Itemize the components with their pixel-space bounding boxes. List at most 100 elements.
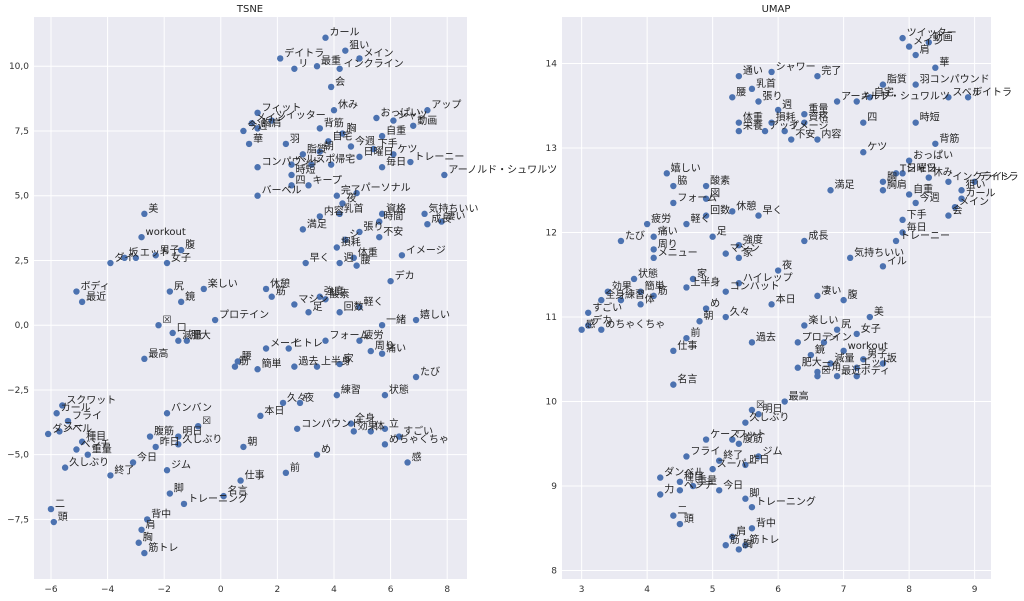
umap-point [748,85,756,93]
umap-point [735,280,743,287]
umap-y-tick-labels: 8 9 10 11 12 13 14 [546,59,558,576]
tsne-point [296,399,304,407]
tsne-point [211,316,219,324]
umap-point [689,482,697,490]
tsne-point-label: トレーニー [414,152,464,163]
umap-point [735,241,743,249]
umap-point-label: 久々 [730,306,750,318]
umap-point-label: 最近 [841,364,861,377]
umap-point [729,94,736,101]
umap-point-label: 今週 [920,191,940,204]
tsne-point-label: 終了 [114,463,134,476]
umap-point [709,465,716,473]
tsne-point-label: 日曜日 [363,146,393,158]
umap-point [676,520,684,528]
tsne-point-label: 体 [375,420,385,432]
tsne-point [240,127,247,135]
umap-point [945,212,952,219]
tsne-x-tick-label: 4 [331,585,337,595]
tsne-point [313,363,321,370]
umap-point-label: 酸素 [710,174,730,187]
tsne-point [342,47,349,54]
umap-point [729,436,736,443]
tsne-point-label: 筋 [239,355,249,368]
tsne-point [248,119,256,127]
tsne-point-label: 不安 [383,225,403,238]
umap-point-label: 疲労 [651,212,671,225]
tsne-point-label: 肩 [146,518,156,531]
umap-point [722,313,729,321]
tsne-point-label: 朝 [324,141,334,153]
umap-point-label: 完了 [821,64,841,77]
umap-point [768,119,775,126]
umap-point-label: アップ [769,120,799,132]
umap-point [820,339,828,346]
umap-point [676,487,684,494]
umap-point [788,136,795,143]
umap-point-label: 脚 [749,487,759,500]
umap-point-label: 鏡 [815,343,825,356]
umap-point [584,309,592,316]
umap-point [637,301,644,308]
tsne-point-label: 腹筋 [154,425,174,438]
panel-tsne: TSNE −7,5 −5,0 −2,5 0,0 2,5 5,0 7,5 10,0 −6 −4 −2… [7,4,557,595]
tsne-title: TSNE [236,4,263,15]
tsne-point-label: 時間 [383,211,403,223]
umap-point [879,263,887,270]
umap-point-label: 明日 [762,403,782,415]
umap-point [892,170,900,177]
umap-point [892,237,900,245]
tsne-point-label: 胸 [143,531,153,544]
tsne-point [282,140,290,148]
umap-point [807,351,815,359]
umap-point-label: 仕事 [677,339,697,352]
umap-point [814,136,821,143]
umap-point-label: デイトラ [972,85,1012,98]
umap-point [761,127,769,135]
umap-point [866,313,874,321]
tsne-point [132,254,140,262]
tsne-point-label: 痛い [386,342,406,355]
tsne-y-tick-label: −5,0 [7,451,29,461]
umap-point-label: デカ [592,313,612,326]
umap-point-label: 肥大 [802,356,822,369]
umap-x-tick-label: 6 [775,585,781,595]
tsne-point-label: 男子 [160,244,180,256]
umap-point [598,296,605,304]
tsne-point-label: ジム [171,459,191,471]
tsne-point [353,189,360,197]
umap-point-label: ボディ [861,364,890,377]
tsne-point [169,329,176,337]
tsne-point-label: 背筋 [324,116,344,129]
tsne-point-label: キープ [313,174,342,186]
umap-point [722,541,729,549]
umap-point [833,372,841,380]
umap-point-label: 休み [933,167,953,179]
umap-point [722,250,729,257]
tsne-point [327,83,335,91]
tsne-point [47,505,55,513]
tsne-point [316,125,324,132]
tsne-point-label: 自重 [386,124,406,137]
tsne-point-label: 自宅 [332,129,352,142]
umap-point-label: 満足 [835,179,855,191]
tsne-point [237,477,244,484]
umap-y-tick-label: 12 [546,229,557,239]
umap-point [905,191,913,198]
tsne-point-label: 昨日 [160,436,180,448]
umap-point [715,487,723,494]
umap-point-label: 力 [664,482,674,495]
umap-point-label: 自宅 [874,85,894,98]
umap-point [604,288,612,295]
tsne-point [288,161,295,168]
tsne-point [387,277,394,285]
tsne-point-label: 仕事 [245,469,265,482]
tsne-point [327,161,335,168]
tsne-point-label: 効果 [358,419,378,432]
umap-point-label: ケツ [867,141,887,153]
tsne-point [254,164,261,171]
umap-point-label: フライ [690,445,720,457]
tsne-point [291,363,298,370]
umap-point-label: workout [848,341,888,352]
